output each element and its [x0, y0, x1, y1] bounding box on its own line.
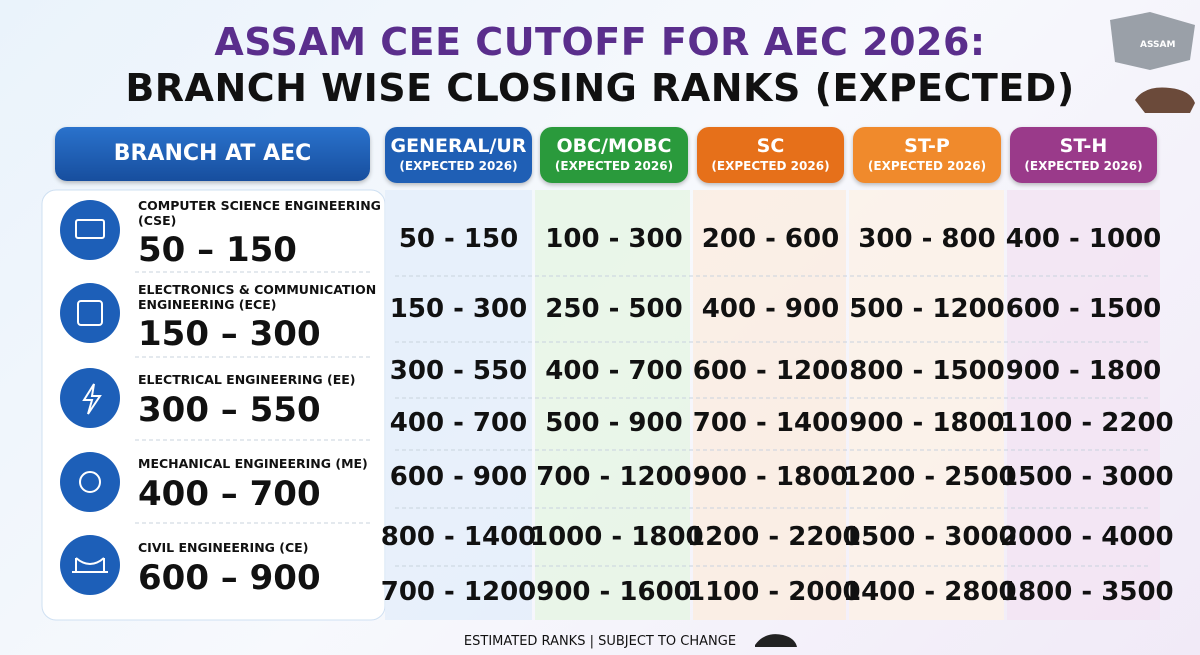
rank-cell: 900 - 1800	[1005, 356, 1162, 386]
rank-cell: 1500 - 3000	[843, 522, 1017, 552]
column-note: (EXPECTED 2026)	[554, 159, 674, 173]
branch-name: MECHANICAL ENGINEERING (ME)	[138, 456, 368, 471]
map-shape	[1110, 12, 1195, 70]
column-note: (EXPECTED 2026)	[711, 159, 830, 173]
branch-name: ELECTRONICS & COMMUNICATION ENGINEERING …	[138, 282, 377, 312]
rank-cell: 400 - 700	[545, 356, 683, 386]
branch-name: COMPUTER SCIENCE ENGINEERING (CSE)	[138, 198, 381, 228]
title-line-1: ASSAM CEE CUTOFF FOR AEC 2026:	[214, 20, 986, 64]
rank-cell: 900 - 1600	[536, 577, 692, 607]
map-label: ASSAM	[1140, 40, 1176, 50]
branch-range: 50 – 150	[138, 230, 297, 270]
branch-name: CIVIL ENGINEERING (CE)	[138, 540, 309, 555]
rank-cell: 1500 - 3000	[1000, 462, 1174, 492]
rank-cell: 200 - 600	[701, 224, 840, 254]
column-name: OBC/MOBC	[556, 135, 672, 157]
rank-cell: 1400 - 2800	[843, 577, 1017, 607]
rank-cell: 1100 - 2000	[687, 577, 861, 607]
column-header: ST-H (EXPECTED 2026)	[1010, 127, 1157, 183]
column-name: GENERAL/UR	[390, 135, 527, 157]
branch-range: 300 – 550	[138, 390, 321, 430]
rank-cell: 2000 - 4000	[1000, 522, 1174, 552]
rank-cell: 1000 - 1800	[530, 522, 704, 552]
column-note: (EXPECTED 2026)	[867, 159, 987, 173]
rank-cell: 1100 - 2200	[1000, 408, 1174, 438]
rank-cell: 600 - 900	[389, 462, 528, 492]
rank-cell: 1200 - 2500	[843, 462, 1017, 492]
column-backgrounds	[385, 190, 1160, 620]
rank-cell: 800 - 1400	[380, 522, 537, 552]
rank-cell: 700 - 1200	[536, 462, 692, 492]
branch-name: ELECTRICAL ENGINEERING (EE)	[138, 372, 356, 387]
rank-cell: 300 - 550	[389, 356, 528, 386]
rank-cell: 400 - 1000	[1005, 224, 1162, 254]
rank-cell: 600 - 1500	[1005, 294, 1162, 324]
icon-glyphs	[72, 219, 108, 573]
rank-cell: 900 - 1800	[849, 408, 1005, 438]
branch-header: BRANCH AT AEC	[55, 127, 370, 181]
branch-icons	[60, 200, 120, 595]
rank-cell: 900 - 1800	[692, 462, 849, 492]
rank-cell: 1200 - 2200	[687, 522, 861, 552]
rank-cell: 100 - 300	[545, 224, 683, 254]
rank-cell: 400 - 900	[701, 294, 840, 324]
rank-cell: 600 - 1200	[692, 356, 849, 386]
rank-cell: 700 - 1200	[380, 577, 537, 607]
branch-range: 150 – 300	[138, 314, 321, 354]
rank-cell: 300 - 800	[858, 224, 996, 254]
title-line-2: BRANCH WISE CLOSING RANKS (EXPECTED)	[125, 66, 1075, 110]
rank-cell: 500 - 900	[545, 408, 683, 438]
column-header: SC (EXPECTED 2026)	[697, 127, 844, 183]
column-name: ST-P	[904, 135, 950, 157]
rank-cell: 500 - 1200	[849, 294, 1005, 324]
rank-cell: 700 - 1400	[692, 408, 849, 438]
column-note: (EXPECTED 2026)	[1024, 159, 1143, 173]
column-header: GENERAL/UR (EXPECTED 2026)	[385, 127, 532, 183]
footer: ESTIMATED RANKS | SUBJECT TO CHANGE	[463, 634, 737, 649]
column-note: (EXPECTED 2026)	[399, 159, 518, 173]
rank-cell: 800 - 1500	[849, 356, 1005, 386]
rank-cell: 1800 - 3500	[1000, 577, 1174, 607]
column-name: SC	[756, 135, 785, 157]
rhino-footer	[755, 634, 797, 647]
rank-cell: 50 - 150	[398, 224, 519, 254]
branch-range: 400 – 700	[138, 474, 321, 514]
rank-cell: 150 - 300	[389, 294, 528, 324]
column-header: OBC/MOBC (EXPECTED 2026)	[540, 127, 688, 183]
rank-cell: 250 - 500	[545, 294, 683, 324]
rhino-icon	[1135, 87, 1195, 113]
rank-cell: 400 - 700	[389, 408, 528, 438]
column-name: ST-H	[1059, 135, 1108, 157]
branch-range: 600 – 900	[138, 558, 321, 598]
column-header: ST-P (EXPECTED 2026)	[853, 127, 1001, 183]
